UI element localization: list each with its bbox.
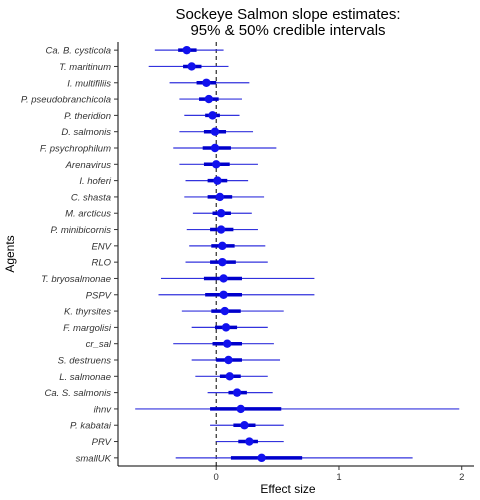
y-tick-label: S. destruens <box>58 356 112 367</box>
y-tick-label: M. arcticus <box>65 209 111 220</box>
median-point <box>204 94 214 104</box>
median-point <box>221 323 231 332</box>
median-point <box>208 111 217 120</box>
y-tick-label: smallUK <box>76 453 112 464</box>
median-point <box>223 339 232 348</box>
median-point <box>245 437 254 446</box>
median-point <box>212 160 221 169</box>
y-tick-label: K. thyrsites <box>64 307 111 318</box>
median-point <box>216 209 226 218</box>
median-point <box>210 127 220 136</box>
y-axis-title: Agents <box>3 235 17 272</box>
y-tick-label: I. multifiliis <box>67 78 111 89</box>
y-tick-label: PSPV <box>86 290 113 301</box>
median-point <box>240 421 249 430</box>
median-point <box>232 388 242 397</box>
median-point <box>220 306 229 316</box>
median-point <box>218 241 227 251</box>
y-tick-label: F. psychrophilum <box>40 144 111 155</box>
y-tick-label: P. minibicornis <box>50 225 111 236</box>
median-point <box>215 192 225 202</box>
y-tick-label: P. pseudobranchicola <box>21 95 111 106</box>
y-tick-label: Ca. B. cysticola <box>46 46 111 57</box>
median-point <box>187 62 196 71</box>
median-point <box>216 225 226 234</box>
median-point <box>213 176 222 185</box>
y-tick-label: D. salmonis <box>61 127 111 138</box>
y-tick-label: ENV <box>91 241 112 252</box>
y-tick-label: Ca. S. salmonis <box>44 388 111 399</box>
median-point <box>218 257 227 267</box>
plot-area: 0 1 2 Ca. B. cysticola T. maritinum I. multif… <box>21 42 474 483</box>
median-point <box>202 78 211 87</box>
chart-title-line-1: Sockeye Salmon slope estimates: <box>175 6 400 23</box>
x-tick-label: 2 <box>459 472 464 483</box>
y-tick-label: cr_sal <box>86 339 112 350</box>
y-tick-label: T. bryosalmonae <box>41 274 111 285</box>
median-point <box>182 45 191 55</box>
median-point <box>236 404 245 414</box>
y-tick-label: ihnv <box>94 404 113 415</box>
y-tick-label: I. hoferi <box>79 176 112 187</box>
chart-title-line-2: 95% & 50% credible intervals <box>190 22 385 39</box>
y-tick-label: PRV <box>92 437 113 448</box>
x-tick-label: 0 <box>214 472 219 483</box>
y-tick-label: L. salmonae <box>59 372 111 383</box>
y-tick-label: P. theridion <box>64 111 111 122</box>
median-point <box>225 372 234 381</box>
y-tick-label: RLO <box>91 258 111 269</box>
x-axis-title: Effect size <box>260 482 315 496</box>
median-point <box>219 290 228 299</box>
median-point <box>257 453 266 463</box>
x-tick-label: 1 <box>336 472 341 483</box>
y-tick-label: T. maritinum <box>59 62 111 73</box>
y-tick-label: Arenavirus <box>65 160 112 171</box>
median-point <box>219 274 228 283</box>
median-point <box>224 355 233 365</box>
y-tick-label: P. kabatai <box>70 421 112 432</box>
y-tick-label: F. margolisi <box>63 323 112 334</box>
median-point <box>210 143 220 153</box>
y-tick-label: C. shasta <box>71 192 111 203</box>
